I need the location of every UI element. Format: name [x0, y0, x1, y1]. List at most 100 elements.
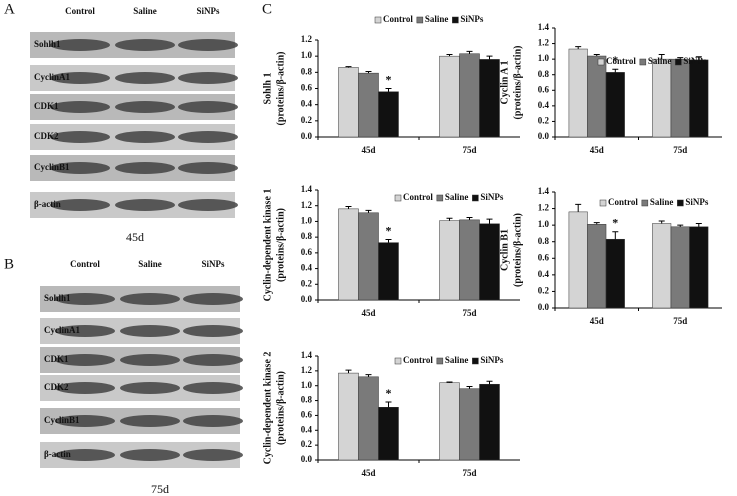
y-tick-label: 0.8 — [301, 66, 313, 76]
error-bar — [365, 374, 372, 377]
bar — [439, 382, 460, 461]
error-bar — [677, 224, 684, 227]
legend-label: SiNPs — [685, 197, 709, 207]
blot-band — [178, 72, 238, 84]
bar — [479, 383, 500, 461]
error-bar — [345, 66, 352, 68]
y-tick-label: 0.6 — [538, 84, 550, 94]
blot-band — [115, 162, 175, 174]
legend-label: Control — [606, 56, 636, 66]
legend-label: Control — [383, 14, 413, 24]
bar — [439, 55, 460, 138]
row-label: CDK1 — [34, 101, 59, 111]
y-axis-label: Cyclin A 1 — [499, 61, 510, 105]
x-tick-label: 75d — [673, 145, 687, 155]
significance-marker: * — [386, 386, 392, 400]
y-axis-label: Sohlh 1 — [262, 73, 273, 105]
x-tick-label: 75d — [673, 316, 687, 326]
row-label: β-actin — [34, 199, 61, 209]
bar — [378, 407, 399, 461]
legend-label: Control — [608, 197, 638, 207]
bar — [689, 59, 709, 138]
y-tick-label: 1.4 — [301, 184, 313, 194]
bar — [652, 58, 672, 138]
error-bar — [446, 381, 453, 383]
legend-swatch — [599, 199, 607, 207]
legend-label: SiNPs — [460, 14, 484, 24]
bar — [689, 226, 709, 309]
column-label: Saline — [133, 6, 157, 16]
legend-swatch — [472, 194, 479, 202]
row-label: CDK2 — [44, 382, 69, 392]
legend-label: Saline — [445, 355, 469, 365]
significance-marker: * — [386, 72, 392, 86]
y-tick-label: 0.6 — [301, 409, 313, 419]
y-tick-label: 0.4 — [301, 263, 313, 273]
blot-band — [120, 325, 180, 337]
blot-band — [50, 101, 110, 113]
error-bar — [446, 217, 453, 221]
legend-label: SiNPs — [480, 192, 504, 202]
column-label: SiNPs — [196, 6, 220, 16]
y-tick-label: 0.0 — [538, 302, 550, 312]
y-tick-label: 0.4 — [301, 424, 313, 434]
caption: 45d — [126, 230, 144, 244]
x-tick-label: 75d — [462, 468, 476, 478]
blot-band — [120, 449, 180, 461]
bar — [378, 91, 399, 138]
y-axis-label: (proteins/β-actin) — [275, 208, 286, 282]
x-tick-label: 45d — [361, 145, 375, 155]
row-label: Sohlh1 — [34, 39, 61, 49]
y-tick-label: 0.4 — [538, 100, 550, 110]
y-tick-label: 0.4 — [538, 269, 550, 279]
error-bar — [593, 222, 600, 225]
y-tick-label: 0.2 — [538, 285, 550, 295]
y-tick-label: 0.2 — [301, 278, 313, 288]
legend-swatch — [472, 357, 479, 365]
bar — [338, 372, 359, 461]
error-bar — [612, 231, 619, 240]
legend-swatch — [436, 357, 444, 365]
legend-label: SiNPs — [480, 355, 504, 365]
legend-label: SiNPs — [683, 56, 707, 66]
legend-swatch — [677, 199, 684, 207]
y-tick-label: 0.2 — [301, 115, 313, 125]
bar — [568, 211, 588, 309]
row-label: CDK2 — [34, 131, 59, 141]
y-tick-label: 1.0 — [301, 380, 313, 390]
y-tick-label: 0.8 — [538, 236, 550, 246]
blot-band — [178, 39, 238, 51]
bar — [459, 388, 480, 461]
y-tick-label: 0.2 — [538, 115, 550, 125]
blot-band — [50, 39, 110, 51]
blot-band — [183, 415, 243, 427]
error-bar — [466, 217, 473, 220]
legend-swatch — [452, 16, 459, 24]
y-tick-label: 1.0 — [301, 215, 313, 225]
blot-band — [183, 325, 243, 337]
row-label: CyclinB1 — [34, 162, 70, 172]
error-bar — [385, 88, 392, 92]
bar — [670, 226, 690, 309]
blot-band — [183, 354, 243, 366]
x-tick-label: 45d — [590, 316, 604, 326]
bar — [378, 242, 399, 301]
legend-label: Saline — [445, 192, 469, 202]
legend-swatch — [675, 58, 682, 66]
y-tick-label: 0.8 — [301, 231, 313, 241]
significance-marker: * — [386, 223, 392, 237]
blot-band — [115, 72, 175, 84]
legend-swatch — [641, 199, 649, 207]
blot-band — [178, 101, 238, 113]
y-axis-label: (proteins/β-actin) — [512, 213, 523, 287]
column-label: Control — [70, 259, 100, 269]
blot-band — [50, 131, 110, 143]
x-tick-label: 45d — [590, 145, 604, 155]
blot-band — [120, 293, 180, 305]
error-bar — [466, 50, 473, 54]
blot-band — [115, 101, 175, 113]
bar — [479, 59, 500, 138]
error-bar — [365, 209, 372, 213]
y-axis-label: Cyclin-dependent kinase 1 — [262, 189, 273, 302]
